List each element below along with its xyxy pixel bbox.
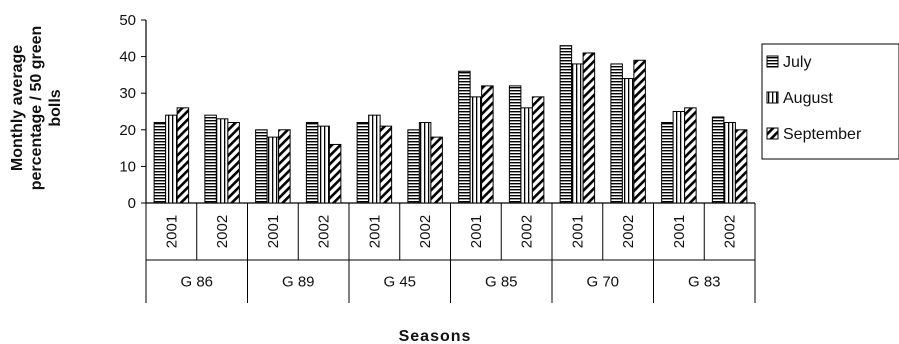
year-label: 2001 [671,215,688,248]
group-label: G 85 [485,274,518,291]
bar-july [407,129,420,204]
year-label: 2001 [163,215,180,248]
bar-july [711,116,725,204]
bar-july [458,70,471,204]
y-axis-title: Monthly average percentage / 50 green bo… [9,26,64,191]
bar-september [531,96,545,204]
year-label: 2002 [519,215,536,248]
bar-july [508,85,522,204]
bar-july [610,63,623,204]
y-axis-title-line-1: Monthly average [9,45,26,171]
legend-label-august: August [783,90,833,107]
bar-july [153,121,167,204]
year-label: 2002 [722,215,739,248]
year-label: 2001 [569,215,586,248]
group-label: G 83 [688,274,721,291]
legend-swatch-august [766,91,779,104]
y-tick-label: 40 [119,49,136,66]
y-tick-label: 50 [119,12,136,29]
bar-july [661,121,674,204]
bar-september [278,129,291,204]
x-axis-title: Seasons [399,328,472,344]
bar-july [305,121,319,204]
bar-august [266,136,280,204]
bar-august [571,63,584,204]
bar-september [734,129,748,204]
bar-september [633,59,646,204]
year-label: 2002 [620,215,637,248]
bar-august [723,121,736,204]
year-label: 2001 [366,215,383,248]
bar-august [215,118,229,204]
year-label: 2002 [214,215,231,248]
group-label: G 70 [586,274,619,291]
y-tick-label: 10 [119,158,136,175]
y-axis-title-line-3: bolls [47,89,64,126]
bar-august [165,114,178,204]
bar-september [481,85,494,204]
bar-august [469,96,483,204]
year-label: 2001 [265,215,282,248]
bar-july [356,121,370,204]
y-axis-title-line-2: percentage / 50 green [28,26,45,191]
bar-august [317,125,330,204]
group-label: G 86 [180,274,213,291]
year-label: 2001 [468,215,485,248]
bar-september [684,107,697,204]
y-tick-label: 30 [119,85,136,102]
bar-september [582,52,596,204]
legend-swatch-july [766,55,779,68]
group-label: G 45 [383,274,416,291]
category-axis: 2001 2002 G 86 2001 2002 G 89 2001 2002 G 45 2001… [145,203,756,303]
bar-september [379,125,393,204]
legend-label-september: September [783,126,862,143]
bar-july [204,114,217,204]
legend-swatch-september [766,127,779,140]
bar-august [418,121,432,204]
y-tick-label: 20 [119,122,136,139]
year-label: 2002 [417,215,434,248]
bar-september [176,107,190,204]
legend-label-july: July [783,54,811,71]
legend-box [761,43,899,160]
bar-september [328,143,342,204]
bar-august [368,114,381,204]
bars [153,45,748,204]
bar-august [621,78,635,204]
year-label: 2002 [316,215,333,248]
bar-august [672,111,686,204]
bar-september [227,121,240,204]
bar-july [559,45,573,204]
bar-august [520,107,533,204]
bar-september [430,136,443,204]
bar-july [255,129,268,204]
y-tick-label: 0 [128,195,136,212]
group-label: G 89 [282,274,315,291]
legend: July August September [761,43,899,160]
